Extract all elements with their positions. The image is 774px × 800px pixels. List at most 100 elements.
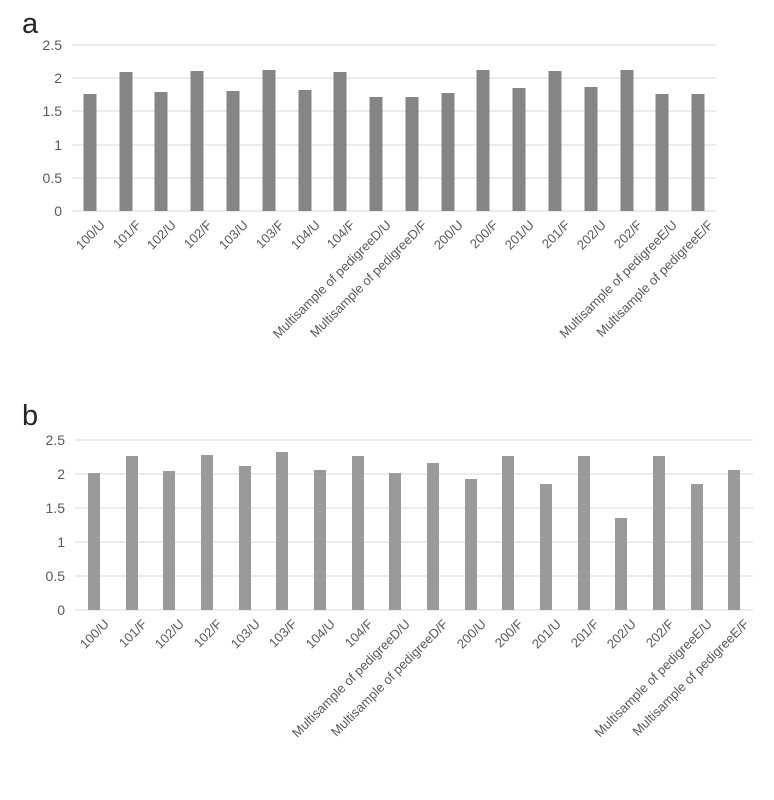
y-tick-label: 2 bbox=[54, 70, 62, 87]
bar-Multisample of pedigreeD/U bbox=[389, 472, 402, 610]
bar-Multisample of pedigreeD/U bbox=[369, 97, 383, 211]
chart-panel-b: b 0 0.5 1 1.5 2 2.5 100/U 101/F 102/U 102/F 103/U… bbox=[0, 392, 774, 800]
bar-102/U bbox=[163, 470, 176, 610]
y-tick-label: 0.5 bbox=[42, 169, 62, 186]
x-axis-label: 201/U bbox=[528, 616, 564, 652]
x-axis-label: 201/F bbox=[567, 616, 602, 651]
bar-103/F bbox=[276, 452, 289, 610]
bar-201/F bbox=[577, 455, 590, 610]
bar-chart-a: 0 0.5 1 1.5 2 2.5 100/U 101/F 102/U 102/F 103/U 10… bbox=[43, 38, 716, 341]
panel-label-b: b bbox=[22, 400, 39, 432]
bar-201/U bbox=[512, 88, 526, 211]
bar-102/F bbox=[190, 70, 204, 211]
bar-201/U bbox=[539, 484, 552, 610]
bar-Multisample of pedigreeD/F bbox=[405, 97, 419, 211]
gridline bbox=[72, 144, 716, 146]
bar-Multisample of pedigreeD/F bbox=[426, 463, 439, 610]
bar-104/U bbox=[313, 469, 326, 610]
y-tick-label: 0 bbox=[57, 602, 65, 618]
gridline bbox=[75, 507, 753, 509]
bar-103/U bbox=[238, 465, 251, 610]
x-axis-label: 103/U bbox=[215, 217, 251, 253]
bar-Multisample of pedigreeE/U bbox=[690, 484, 703, 610]
chart-panel-a: a 0 0.5 1 1.5 2 2.5 100/U 101/F 102/U 102/F 103/U… bbox=[0, 4, 774, 392]
bar-102/F bbox=[200, 454, 213, 610]
x-axis-label: 202/U bbox=[573, 217, 609, 253]
bar-200/F bbox=[502, 456, 515, 610]
x-axis-label: 101/F bbox=[109, 217, 144, 252]
y-tick-label: 2 bbox=[57, 466, 65, 482]
y-tick-label: 2.5 bbox=[42, 37, 62, 53]
x-axis-label: 200/F bbox=[491, 616, 527, 651]
bar-Multisample of pedigreeE/F bbox=[728, 469, 741, 610]
gridline bbox=[75, 439, 753, 441]
x-axis-label: 103/F bbox=[252, 217, 287, 252]
bar-100/U bbox=[83, 94, 97, 211]
x-axis-label: 101/F bbox=[115, 616, 150, 651]
x-axis-label: 103/U bbox=[227, 616, 263, 652]
x-axis-label: 200/F bbox=[467, 217, 502, 252]
x-axis-label: 104/U bbox=[302, 616, 338, 652]
gridline bbox=[72, 77, 716, 79]
x-axis-label: 202/F bbox=[642, 616, 677, 651]
bar-202/U bbox=[615, 518, 628, 610]
x-axis-label: 201/F bbox=[538, 217, 573, 252]
x-axis-label: 104/F bbox=[324, 217, 359, 252]
plot-area-b: 0 0.5 1 1.5 2 2.5 100/U 101/F 102/U 102/F 103/U 10… bbox=[46, 433, 753, 740]
gridline bbox=[75, 473, 753, 475]
bar-104/F bbox=[333, 72, 347, 211]
gridline bbox=[72, 177, 716, 179]
bar-Multisample of pedigreeE/F bbox=[691, 94, 705, 211]
x-axis-label: 200/U bbox=[430, 217, 466, 253]
y-tick-label: 1 bbox=[54, 136, 62, 153]
x-axis-label: 100/U bbox=[76, 616, 112, 652]
bar-200/F bbox=[476, 70, 490, 211]
bar-202/U bbox=[584, 86, 598, 211]
gridline bbox=[75, 541, 753, 543]
x-axis-label: 102/U bbox=[151, 616, 188, 652]
bar-103/U bbox=[226, 90, 240, 211]
bar-101/F bbox=[125, 456, 138, 610]
gridline bbox=[72, 110, 716, 112]
gridline bbox=[75, 575, 753, 577]
y-tick-label: 0 bbox=[54, 203, 62, 219]
bar-chart-b: 0 0.5 1 1.5 2 2.5 100/U 101/F 102/U 102/F 103/U 10… bbox=[46, 433, 753, 740]
x-axis-label: 100/U bbox=[72, 217, 108, 253]
panel-label-a: a bbox=[22, 8, 39, 40]
bar-201/F bbox=[548, 70, 562, 211]
y-axis-a: 0 0.5 1 1.5 2 2.5 bbox=[16, 38, 62, 218]
y-tick-label: 0.5 bbox=[45, 568, 65, 584]
gridline bbox=[72, 44, 716, 46]
bar-104/U bbox=[298, 90, 312, 211]
bar-102/U bbox=[154, 92, 168, 211]
bar-100/U bbox=[87, 472, 100, 610]
y-tick-label: 1.5 bbox=[42, 103, 62, 120]
bar-104/F bbox=[351, 456, 364, 610]
y-tick-label: 1.5 bbox=[45, 500, 65, 516]
x-axis-label: 104/U bbox=[287, 217, 323, 253]
gridline bbox=[72, 210, 716, 212]
y-axis-b: 0 0.5 1 1.5 2 2.5 bbox=[19, 433, 65, 617]
bar-200/U bbox=[441, 93, 455, 211]
y-tick-label: 1 bbox=[57, 534, 65, 550]
x-axis-labels-a: 100/U 101/F 102/U 102/F 103/U 103/F 104/U 104/F… bbox=[72, 211, 716, 373]
x-axis-label: 202/U bbox=[603, 616, 640, 652]
bar-101/F bbox=[119, 72, 133, 211]
bar-103/F bbox=[262, 70, 276, 211]
y-tick-label: 2.5 bbox=[45, 432, 65, 448]
x-axis-label: 200/U bbox=[453, 616, 489, 652]
x-axis-label: 104/F bbox=[341, 616, 376, 651]
x-axis-label: 102/F bbox=[181, 217, 216, 252]
gridline bbox=[75, 609, 753, 611]
bar-Multisample of pedigreeE/U bbox=[655, 94, 669, 211]
bar-202/F bbox=[652, 456, 665, 610]
plot-area-a: 0 0.5 1 1.5 2 2.5 100/U 101/F 102/U 102/F 103/U 10… bbox=[43, 38, 716, 341]
x-axis-labels-b: 100/U 101/F 102/U 102/F 103/U 103/F 104/U 104/F… bbox=[75, 610, 753, 792]
x-axis-label: 102/F bbox=[190, 616, 225, 651]
bar-202/F bbox=[620, 70, 634, 211]
x-axis-label: 201/U bbox=[501, 217, 538, 253]
x-axis-label: 103/F bbox=[265, 616, 301, 651]
bar-200/U bbox=[464, 479, 477, 610]
x-axis-label: 102/U bbox=[144, 217, 180, 253]
